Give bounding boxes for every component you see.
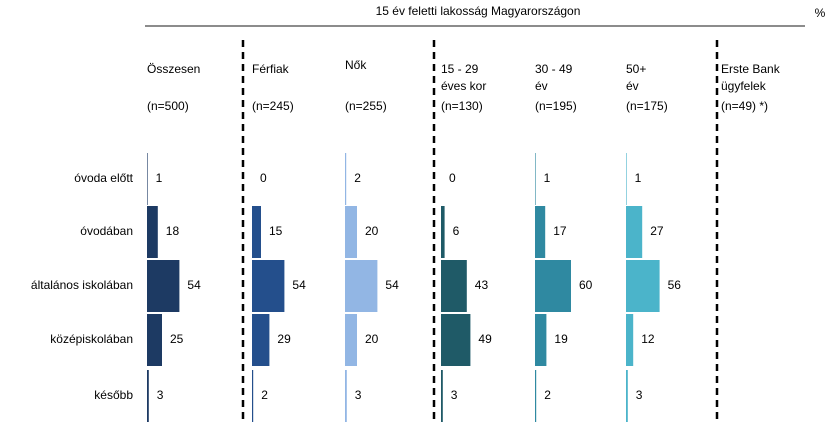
column-n: (n=245) [252, 99, 294, 113]
row-label: később [94, 388, 133, 402]
column-header: Nők [345, 58, 367, 72]
value-label: 0 [260, 171, 267, 185]
bar [535, 370, 537, 422]
bar [441, 260, 467, 312]
bar [345, 370, 347, 422]
value-label: 3 [636, 388, 643, 402]
value-label: 20 [365, 224, 379, 238]
value-label: 15 [269, 224, 283, 238]
bar [147, 260, 180, 312]
column-n: (n=500) [147, 99, 189, 113]
bar [345, 153, 347, 205]
bar [626, 260, 660, 312]
bar [345, 260, 378, 312]
bar [441, 314, 471, 366]
bar [147, 206, 158, 258]
bar [147, 153, 148, 205]
bar [626, 314, 634, 366]
column-n: (n=195) [535, 99, 577, 113]
value-label: 1 [635, 171, 642, 185]
value-label: 17 [553, 224, 567, 238]
column-header: ügyfelek [721, 79, 767, 93]
value-label: 3 [157, 388, 164, 402]
value-label: 1 [156, 171, 163, 185]
value-label: 2 [261, 388, 268, 402]
row-label: óvoda előtt [74, 171, 133, 185]
column-header: Erste Bank [721, 62, 781, 76]
value-label: 43 [475, 278, 489, 292]
bar [252, 370, 254, 422]
column-header: 15 - 29 [441, 62, 479, 76]
row-label: középiskolában [50, 332, 133, 346]
row-label: óvodában [80, 224, 133, 238]
value-label: 29 [277, 332, 291, 346]
bar [535, 153, 536, 205]
bar [626, 370, 628, 422]
column-n: (n=255) [345, 99, 387, 113]
value-label: 2 [544, 388, 551, 402]
value-label: 3 [355, 388, 362, 402]
bar [535, 260, 571, 312]
bar [252, 206, 261, 258]
value-label: 25 [170, 332, 184, 346]
value-label: 54 [187, 278, 201, 292]
column-header: éves kor [441, 79, 486, 93]
bar [147, 314, 162, 366]
value-label: 49 [478, 332, 492, 346]
value-label: 54 [292, 278, 306, 292]
value-label: 60 [579, 278, 593, 292]
bar [252, 314, 270, 366]
value-label: 3 [451, 388, 458, 402]
bar [441, 370, 443, 422]
column-n: (n=175) [626, 99, 668, 113]
column-header: 50+ [626, 62, 646, 76]
value-label: 0 [449, 171, 456, 185]
column-n: (n=49) *) [721, 99, 768, 113]
row-label: általános iskolában [31, 278, 133, 292]
column-header: Összesen [147, 62, 200, 76]
separators [241, 40, 719, 422]
column-header: 30 - 49 [535, 62, 573, 76]
bar [535, 206, 546, 258]
column-n: (n=130) [441, 99, 483, 113]
value-label: 6 [453, 224, 460, 238]
value-label: 1 [544, 171, 551, 185]
value-label: 56 [668, 278, 682, 292]
value-label: 2 [354, 171, 361, 185]
bar [345, 206, 357, 258]
value-label: 12 [641, 332, 655, 346]
chart-title: 15 év feletti lakosság Magyarországon [376, 4, 581, 18]
bar [626, 206, 643, 258]
value-label: 19 [554, 332, 568, 346]
bar [345, 314, 357, 366]
column-header: Férfiak [252, 62, 290, 76]
bar [147, 370, 149, 422]
bar [626, 153, 627, 205]
bar [252, 260, 285, 312]
column-header: év [626, 79, 639, 93]
bar [535, 314, 547, 366]
value-label: 18 [166, 224, 180, 238]
value-label: 27 [650, 224, 664, 238]
column-header: év [535, 79, 548, 93]
value-label: 20 [365, 332, 379, 346]
bar [441, 206, 445, 258]
unit-label: % [815, 6, 826, 20]
value-label: 54 [385, 278, 399, 292]
